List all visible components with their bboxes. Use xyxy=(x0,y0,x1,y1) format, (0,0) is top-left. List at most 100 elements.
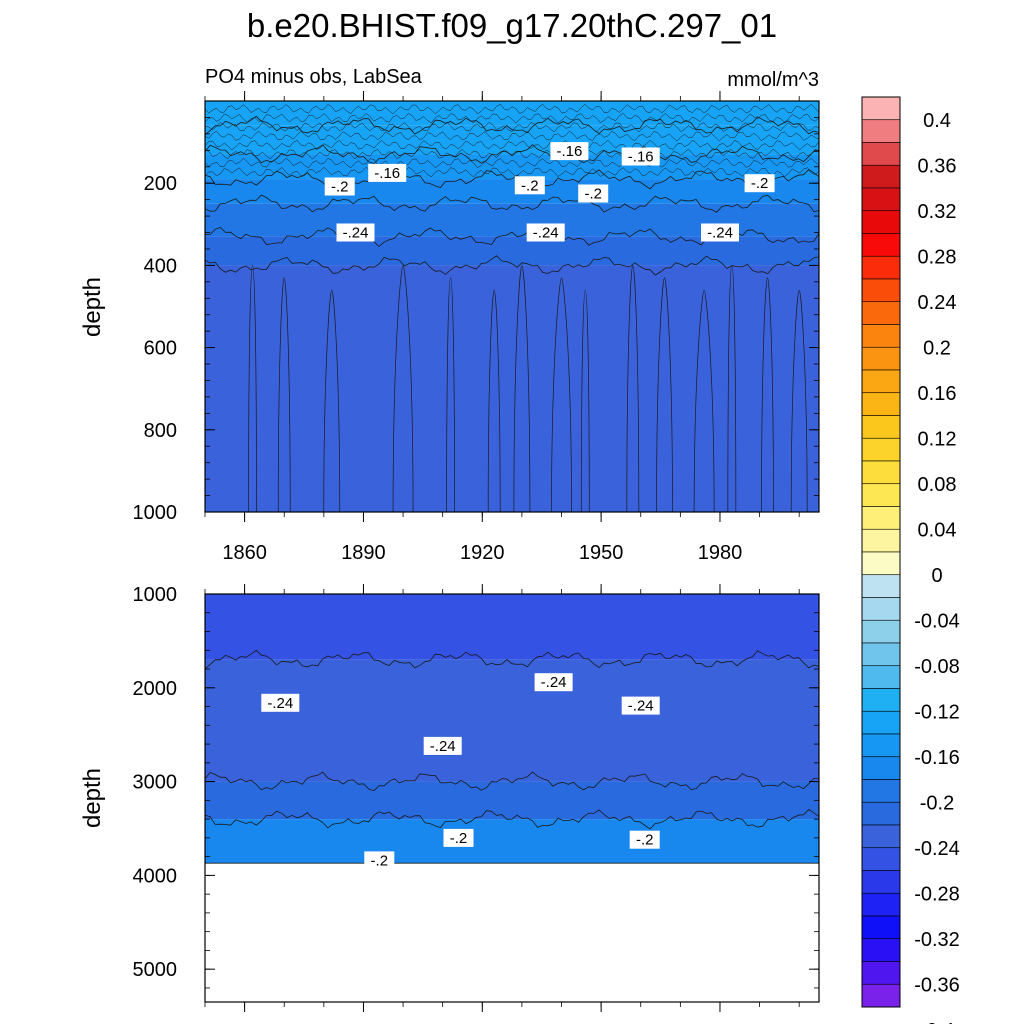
top-contour-line-6 xyxy=(205,255,819,276)
colorbar-box-28 xyxy=(861,733,901,758)
bottom-contour-label-2: -.24 xyxy=(621,696,660,715)
bottom-y-tick-label-3: 4000 xyxy=(133,865,178,887)
svg-text:-.16: -.16 xyxy=(374,165,400,182)
x-tick-label-4: 1980 xyxy=(698,542,743,564)
top-plume-contour-10 xyxy=(656,277,673,512)
bottom-y-tick-label-4: 5000 xyxy=(133,959,178,981)
svg-text:-.2: -.2 xyxy=(331,179,349,196)
colorbar-label-1: 0.36 xyxy=(918,155,957,177)
top-contour-label-8: -.24 xyxy=(526,223,565,242)
colorbar-box-30 xyxy=(861,779,901,803)
top-surface-texture-5 xyxy=(205,148,819,160)
top-contour-line-2 xyxy=(205,144,819,165)
colorbar-label-13: -0.12 xyxy=(914,701,960,723)
y-axis-label-top: depth xyxy=(79,277,106,337)
top-surface-texture-4 xyxy=(205,139,819,151)
bottom-panel: -.24 -.24 -.24 -.24 -.2 -.2 -.2 1000 2000 3000 400… xyxy=(133,584,820,1012)
colorbar-label-6: 0.16 xyxy=(918,383,957,405)
colorbar-box-29 xyxy=(861,756,901,780)
bottom-y-tick-label-2: 3000 xyxy=(133,772,178,794)
x-tick-label-3: 1950 xyxy=(579,542,624,564)
colorbar-box-32 xyxy=(861,824,901,849)
bottom-field: -.24 -.24 -.24 -.24 -.2 -.2 -.2 xyxy=(205,594,819,1002)
bottom-contour-label-3: -.24 xyxy=(423,736,462,755)
bottom-contour-label-5: -.2 xyxy=(629,830,660,849)
colorbar-label-2: 0.32 xyxy=(918,201,957,223)
top-contour-label-4: -.2 xyxy=(514,176,545,195)
colorbar-box-26 xyxy=(861,688,901,712)
top-contour-label-3: -.2 xyxy=(324,177,355,196)
y-axis-label-bottom: depth xyxy=(79,768,106,828)
bottom-y-tick-label-0: 1000 xyxy=(133,584,178,606)
top-plot-frame xyxy=(204,100,820,513)
top-contour-label-7: -.24 xyxy=(336,223,375,242)
colorbar-box-39 xyxy=(861,983,901,1008)
svg-text:-.2: -.2 xyxy=(450,830,468,847)
svg-text:-.2: -.2 xyxy=(521,177,539,194)
bottom-contour-label-0: -.24 xyxy=(261,693,300,712)
top-panel: -.16 -.16 -.16 -.2 -.2 -.2 -.2 -.24 -.24 -.24 200 4… xyxy=(133,91,820,564)
top-band-1 xyxy=(205,125,819,155)
colorbar-box-13 xyxy=(861,392,901,416)
bottom-band-2 xyxy=(205,781,819,820)
colorbar-label-16: -0.24 xyxy=(914,838,960,860)
colorbar-label-9: 0.04 xyxy=(918,519,957,541)
top-contour-line-3 xyxy=(205,168,819,190)
colorbar-box-8 xyxy=(861,278,901,303)
top-contour-label-2: -.16 xyxy=(368,163,407,182)
colorbar-box-36 xyxy=(861,915,901,940)
top-surface-texture-3 xyxy=(205,130,819,142)
top-y-tick-label-3: 800 xyxy=(144,420,177,442)
bottom-band-3 xyxy=(205,819,819,864)
colorbar-box-16 xyxy=(861,460,901,485)
top-contour-line-1 xyxy=(205,115,819,136)
top-band-3 xyxy=(205,179,819,204)
top-plume-contour-1 xyxy=(277,277,291,512)
svg-text:-.2: -.2 xyxy=(751,175,769,192)
svg-text:-.2: -.2 xyxy=(584,186,602,203)
colorbar-label-7: 0.12 xyxy=(918,428,957,450)
colorbar-box-31 xyxy=(861,801,901,826)
top-plume-contour-3 xyxy=(392,265,414,512)
colorbar-label-17: -0.28 xyxy=(914,883,960,905)
colorbar-box-23 xyxy=(861,619,901,644)
x-tick-label-2: 1920 xyxy=(460,542,505,564)
top-contour-label-1: -.16 xyxy=(621,147,660,166)
top-surface-texture-6 xyxy=(205,157,819,169)
svg-text:-.2: -.2 xyxy=(371,852,389,869)
top-band-0 xyxy=(205,101,819,126)
colorbar-label-4: 0.24 xyxy=(918,292,957,314)
top-plume-contour-11 xyxy=(693,289,715,512)
top-plume-contour-2 xyxy=(323,289,341,512)
bottom-contour-line-1 xyxy=(205,649,819,670)
top-contour-label-9: -.24 xyxy=(701,223,739,242)
colorbar-box-10 xyxy=(861,324,901,348)
colorbar-box-3 xyxy=(861,164,901,189)
chart-title: b.e20.BHIST.f09_g17.20thC.297_01 xyxy=(247,7,777,44)
colorbar-box-14 xyxy=(861,415,901,439)
top-plume-contour-0 xyxy=(248,265,257,512)
bottom-plot-frame xyxy=(204,593,820,1003)
colorbar-label-12: -0.08 xyxy=(914,656,960,678)
left-subtitle: PO4 minus obs, LabSea xyxy=(205,66,423,88)
colorbar: 0.4 0.36 0.32 0.28 0.24 0.2 0.16 0.12 0.08 0.04 0 -… xyxy=(861,96,960,1029)
colorbar-box-1 xyxy=(861,119,901,143)
top-surface-texture-7 xyxy=(205,166,819,178)
top-plume-contour-14 xyxy=(790,289,808,512)
top-plume-contour-5 xyxy=(487,289,501,512)
svg-text:-.16: -.16 xyxy=(556,143,582,160)
colorbar-box-20 xyxy=(861,551,901,576)
top-plume-contour-12 xyxy=(727,265,737,512)
bottom-contour-label-6: -.2 xyxy=(364,851,395,870)
colorbar-box-21 xyxy=(861,574,901,598)
colorbar-box-2 xyxy=(861,142,901,166)
x-tick-label-0: 1860 xyxy=(222,542,267,564)
colorbar-box-18 xyxy=(861,506,901,530)
bottom-contour-label-1: -.24 xyxy=(534,673,573,692)
top-plume-contour-4 xyxy=(446,277,455,512)
svg-text:-.24: -.24 xyxy=(628,698,654,715)
bottom-contour-line-3 xyxy=(205,808,819,830)
bottom-y-tick-label-1: 2000 xyxy=(133,678,178,700)
